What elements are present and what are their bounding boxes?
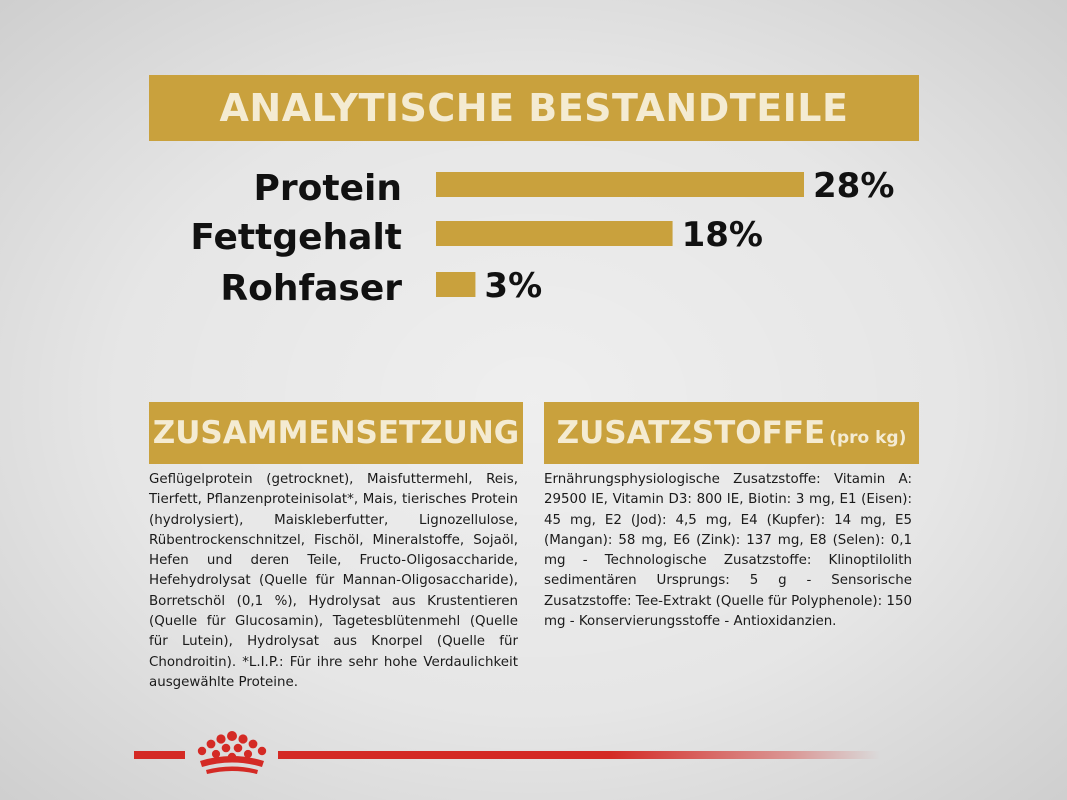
composition-header: ZUSAMMENSETZUNG (149, 402, 523, 464)
royal-canin-crown-icon (197, 731, 267, 774)
bar-label-protein: Protein (254, 168, 402, 209)
bar-value-fettgehalt: 18% (682, 215, 763, 255)
footer-red-line-left (134, 751, 185, 759)
bar-value-rohfaser: 3% (484, 266, 542, 306)
additives-subtitle: (pro kg) (829, 428, 907, 448)
footer-red-line-right (278, 751, 880, 759)
additives-header: ZUSATZSTOFFE (pro kg) (544, 402, 919, 464)
analysis-banner: ANALYTISCHE BESTANDTEILE (149, 75, 919, 141)
bar-label-fettgehalt: Fettgehalt (190, 217, 402, 258)
bar-label-rohfaser: Rohfaser (220, 268, 402, 309)
bar-protein (436, 172, 804, 197)
analysis-title: ANALYTISCHE BESTANDTEILE (219, 86, 849, 130)
additives-text: Ernährungsphysiologische Zusatzstoffe: V… (544, 472, 912, 630)
bar-rohfaser (436, 272, 476, 297)
composition-title: ZUSAMMENSETZUNG (152, 415, 520, 451)
additives-title: ZUSATZSTOFFE (556, 415, 826, 451)
bar-fettgehalt (436, 221, 673, 246)
bar-value-protein: 28% (813, 166, 894, 206)
composition-text: Geflügelprotein (getrocknet), Maisfutter… (149, 472, 518, 690)
